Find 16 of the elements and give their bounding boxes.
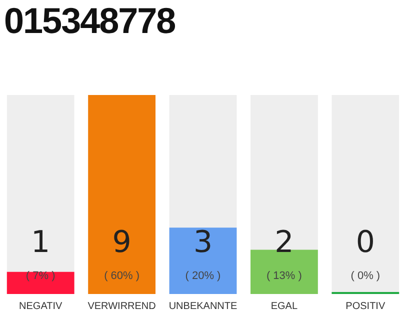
data-label: 1 [31, 224, 50, 260]
x-tick-label: POSITIV [346, 300, 386, 312]
data-label: 0 [356, 224, 375, 260]
x-tick-label: NEGATIV [19, 300, 63, 312]
annotation: ( 0% ) [350, 270, 380, 282]
data-label: 9 [112, 224, 132, 260]
data-label: 3 [193, 224, 213, 260]
x-tick-label: VERWIRREND [88, 300, 156, 312]
annotation: ( 7% ) [26, 270, 56, 282]
bar [6, 272, 74, 294]
annotation: ( 13% ) [266, 270, 302, 282]
x-tick-label: EGAL [270, 300, 298, 312]
annotation: ( 20% ) [185, 270, 221, 282]
chart-title: 015348778 [4, 0, 176, 42]
annotation: ( 60% ) [104, 270, 140, 282]
x-tick-label: UNBEKANNTE [168, 300, 238, 312]
